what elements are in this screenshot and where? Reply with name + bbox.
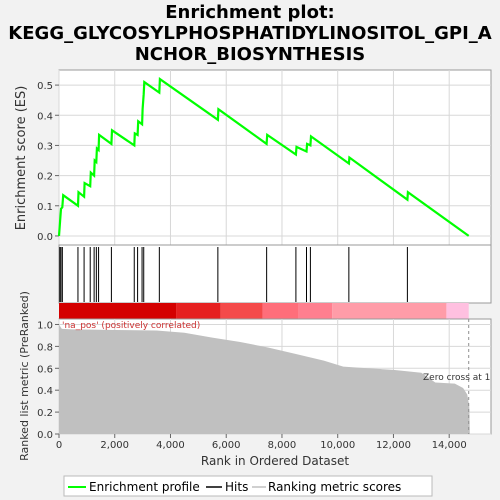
es-y-ticks: 0.0 0.1 0.2 0.3 0.4 0.5 [37, 81, 59, 243]
heat-segment [446, 303, 469, 319]
title-line-3: NCHOR_BIOSYNTHESIS [134, 44, 366, 65]
x-tick-label: 12,000 [376, 440, 411, 451]
zero-cross-label: Zero cross at 1 [423, 373, 490, 383]
heat-segment [298, 303, 333, 319]
x-tick-label: 6,000 [212, 440, 241, 451]
metric-tick-label: 0.0 [37, 430, 53, 441]
heat-segment [176, 303, 221, 319]
ranking-metric-area [59, 324, 470, 434]
legend-metric-label: Ranking metric scores [268, 480, 401, 494]
rank-heatmap-bar [59, 303, 469, 319]
es-grid [58, 70, 491, 245]
metric-tick-label: 1.0 [37, 320, 53, 331]
metric-tick-label: 0.8 [37, 342, 53, 353]
title-line-1: Enrichment plot: [165, 2, 335, 23]
metric-tick-label: 0.6 [37, 364, 53, 375]
es-panel-frame [58, 69, 492, 246]
heat-segment [220, 303, 263, 319]
title-line-2: KEGG_GLYCOSYLPHOSPHATIDYLINOSITOL_GPI_A [8, 23, 492, 44]
legend-box [63, 475, 433, 497]
es-tick-label: 0.2 [37, 172, 53, 183]
es-tick-label: 0.5 [37, 81, 53, 92]
x-tick-label: 0 [56, 440, 62, 451]
heat-segment [262, 303, 299, 319]
metric-y-ticks: 0.0 0.2 0.4 0.6 0.8 1.0 [37, 320, 59, 441]
heat-segment [59, 303, 177, 319]
hits-markers [59, 247, 408, 302]
es-y-axis-label: Enrichment score (ES) [14, 86, 29, 231]
legend: Enrichment profile Hits Ranking metric s… [63, 475, 433, 497]
chart-title: Enrichment plot: KEGG_GLYCOSYLPHOSPHATID… [0, 2, 500, 65]
enrichment-profile-line [57, 77, 470, 237]
heat-segment [332, 303, 447, 319]
x-tick-label: 10,000 [320, 440, 355, 451]
es-tick-label: 0.1 [37, 202, 53, 213]
x-tick-label: 2,000 [100, 440, 129, 451]
metric-y-axis-label: Ranked list metric (PreRanked) [18, 291, 31, 461]
x-tick-label: 8,000 [268, 440, 297, 451]
x-tick-label: 4,000 [156, 440, 185, 451]
x-axis-label: Rank in Ordered Dataset [201, 454, 349, 468]
es-tick-label: 0.4 [37, 111, 53, 122]
hits-panel-frame [58, 244, 492, 304]
metric-tick-label: 0.2 [37, 408, 53, 419]
x-axis-ticks: 0 2,000 4,000 6,000 8,000 10,000 12,000 14,000 [56, 434, 467, 451]
legend-enrichment-label: Enrichment profile [89, 480, 200, 494]
x-tick-label: 14,000 [432, 440, 467, 451]
es-tick-label: 0.3 [37, 141, 53, 152]
legend-hits-label: Hits [225, 480, 248, 494]
metric-tick-label: 0.4 [37, 386, 53, 397]
positively-correlated-label: 'na_pos' (positively correlated) [62, 321, 200, 331]
es-tick-label: 0.0 [37, 232, 53, 243]
